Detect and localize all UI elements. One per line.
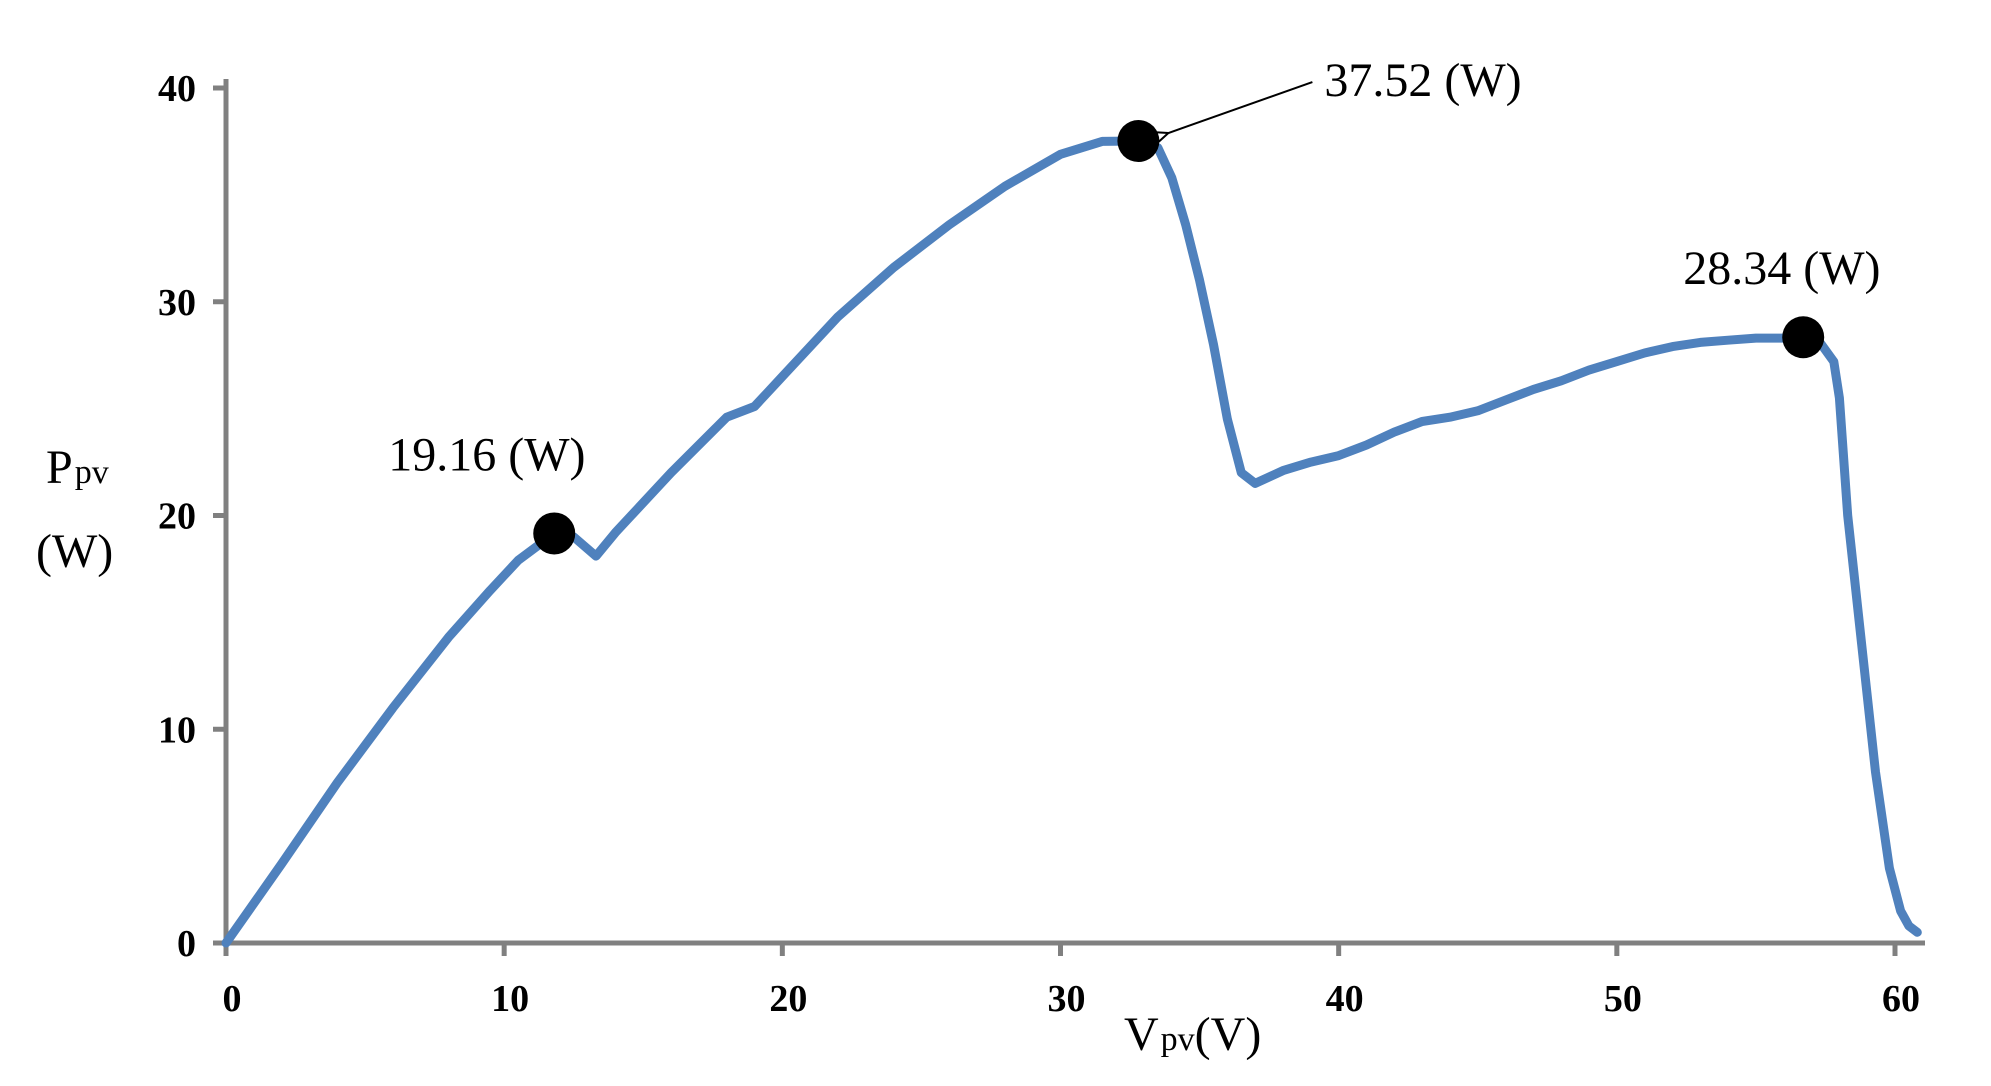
y-axis-ticks: 0 10 20 30 40 (158, 68, 226, 965)
peak-annotation-label: 19.16 (W) (388, 428, 585, 481)
x-tick-label: 60 (1882, 978, 1920, 1020)
y-tick-label: 30 (158, 282, 196, 324)
y-axis-title-sub: pv (75, 454, 109, 491)
x-axis-title: Vpv(V) (1124, 1008, 1261, 1061)
svg-text:Ppv: Ppv (46, 441, 109, 494)
x-tick-label: 10 (491, 978, 529, 1020)
y-axis-title: Ppv (W) (36, 441, 113, 578)
y-tick-label: 20 (158, 496, 196, 538)
plot-area: 0 10 20 30 40 0 10 20 30 40 50 60 19.16 (W) 37.52 (… (158, 54, 1925, 1020)
y-tick-label: 10 (158, 709, 196, 751)
peak-annotation-label: 28.34 (W) (1683, 242, 1880, 295)
y-tick-label: 40 (158, 68, 196, 110)
peak-marker (1117, 120, 1160, 163)
x-tick-label: 0 (223, 978, 242, 1020)
y-axis-title-unit: (W) (36, 525, 113, 578)
x-axis-title-unit: (V) (1195, 1008, 1262, 1061)
peak-annotation-label: 37.52 (W) (1324, 54, 1521, 107)
x-axis-title-main: V (1124, 1008, 1159, 1061)
y-tick-label: 0 (177, 923, 196, 965)
x-axis-ticks: 0 10 20 30 40 50 60 (223, 943, 1920, 1020)
peak-markers (533, 120, 1825, 555)
annotation-arrow (1168, 81, 1313, 133)
x-tick-label: 50 (1604, 978, 1642, 1020)
peak-annotations: 19.16 (W) 37.52 (W) 28.34 (W) (388, 54, 1880, 481)
x-tick-label: 40 (1326, 978, 1364, 1020)
series-line (221, 136, 1922, 948)
peak-marker (1782, 316, 1825, 359)
peak-marker (533, 512, 576, 555)
x-tick-label: 30 (1048, 978, 1086, 1020)
svg-text:Vpv(V): Vpv(V) (1124, 1008, 1261, 1061)
y-axis-title-main: P (46, 441, 73, 494)
x-tick-label: 20 (769, 978, 807, 1020)
x-axis-title-sub: pv (1161, 1021, 1195, 1058)
